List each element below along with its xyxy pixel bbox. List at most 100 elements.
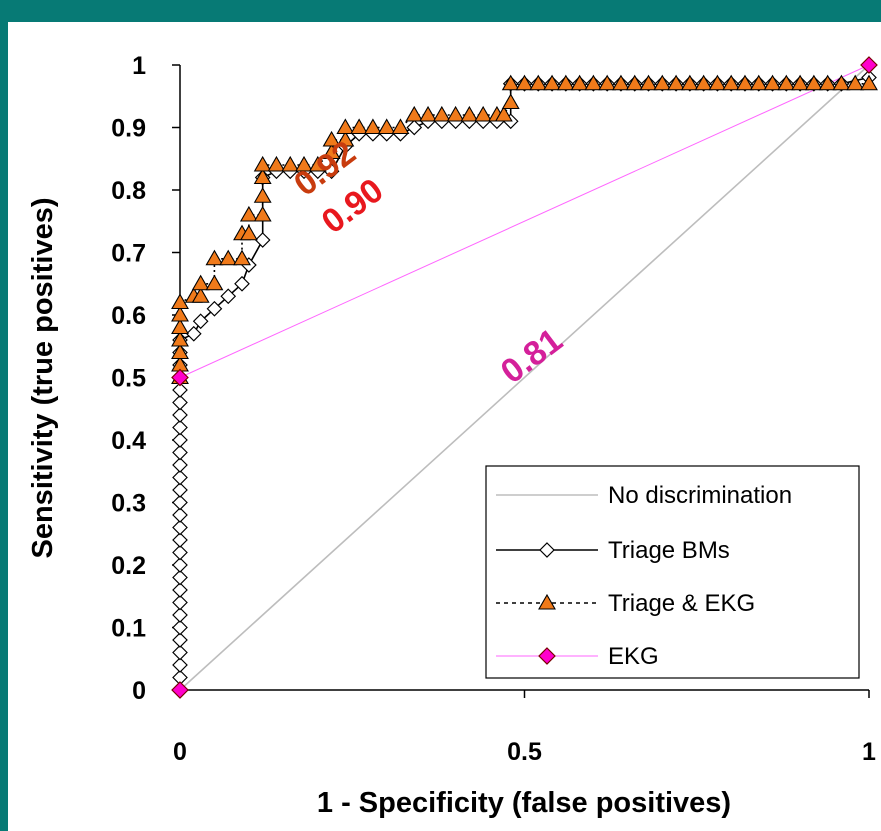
y-tick-label: 0.2 bbox=[111, 552, 146, 580]
data-point-triage-bms bbox=[172, 419, 188, 436]
data-point-triage-bms bbox=[172, 407, 188, 423]
data-point-triage-ekg bbox=[281, 155, 300, 172]
data-point-triage-ekg bbox=[219, 249, 238, 266]
data-point-triage-ekg bbox=[253, 168, 272, 185]
data-point-triage-ekg bbox=[515, 74, 534, 91]
data-point-triage-bms bbox=[172, 482, 188, 498]
data-point-triage-ekg bbox=[239, 205, 258, 222]
data-point-triage-ekg bbox=[377, 118, 396, 135]
data-point-triage-ekg bbox=[680, 74, 699, 91]
data-point-triage-ekg bbox=[267, 155, 286, 172]
x-axis-ticks: 0 0.5 1 bbox=[173, 690, 876, 766]
data-point-triage-ekg bbox=[419, 105, 437, 122]
data-point-triage-bms bbox=[172, 632, 188, 648]
y-tick-label: 0.4 bbox=[111, 427, 146, 455]
data-point-triage-ekg bbox=[253, 205, 272, 222]
data-point-triage-bms bbox=[172, 382, 188, 398]
data-point-triage-bms bbox=[323, 163, 340, 180]
data-point-triage-ekg bbox=[584, 74, 603, 91]
y-tick-label: 1 bbox=[132, 52, 146, 80]
auc-label: 0.81 bbox=[494, 321, 570, 391]
data-point-triage-ekg bbox=[598, 74, 617, 91]
data-point-triage-bms bbox=[172, 432, 188, 448]
data-point-triage-bms bbox=[172, 644, 188, 661]
legend: No discrimination Triage BMs Triage & EKG E… bbox=[485, 465, 860, 679]
data-point-triage-bms bbox=[172, 619, 188, 636]
legend-marker-triage-ekg bbox=[538, 593, 556, 610]
data-point-triage-bms bbox=[172, 607, 188, 623]
data-point-triage-ekg bbox=[308, 155, 327, 172]
data-point-triage-bms bbox=[185, 325, 202, 342]
data-point-triage-bms bbox=[172, 544, 188, 561]
data-point-triage-ekg bbox=[171, 330, 189, 347]
y-tick-label: 0.8 bbox=[111, 177, 146, 205]
data-point-triage-ekg bbox=[556, 74, 575, 91]
data-point-triage-ekg bbox=[501, 93, 520, 110]
data-point-triage-ekg bbox=[171, 305, 189, 322]
data-point-triage-ekg bbox=[205, 274, 224, 291]
y-tick-label: 0.3 bbox=[111, 490, 146, 518]
data-point-triage-bms bbox=[172, 557, 188, 573]
data-point-triage-bms bbox=[172, 444, 188, 461]
data-point-triage-ekg bbox=[832, 74, 851, 91]
data-point-triage-bms bbox=[172, 494, 188, 511]
y-axis-ticks: 0 0.1 0.2 0.3 0.4 0.5 0.6 0.7 0.8 0.9 1 bbox=[111, 52, 180, 705]
y-tick-label: 0.6 bbox=[111, 302, 146, 330]
data-point-triage-ekg bbox=[233, 249, 251, 266]
data-point-triage-ekg bbox=[322, 130, 341, 147]
legend-label-no-discrimination: No discrimination bbox=[608, 482, 792, 509]
x-tick-label: 1 bbox=[862, 738, 876, 766]
data-point-triage-ekg bbox=[474, 105, 493, 122]
data-point-ekg bbox=[171, 368, 189, 387]
data-point-triage-ekg bbox=[708, 74, 727, 91]
data-point-triage-bms bbox=[206, 300, 223, 317]
data-point-triage-ekg bbox=[749, 74, 768, 91]
data-point-triage-ekg bbox=[763, 74, 782, 91]
y-tick-label: 0.1 bbox=[111, 615, 146, 643]
y-tick-label: 0 bbox=[132, 677, 146, 705]
data-point-triage-bms bbox=[220, 288, 237, 305]
data-point-triage-bms bbox=[406, 119, 423, 136]
data-point-triage-bms bbox=[254, 232, 271, 248]
data-point-triage-ekg bbox=[460, 105, 479, 122]
data-point-triage-ekg bbox=[653, 74, 672, 91]
series-line-triage-ekg bbox=[179, 83, 869, 378]
data-point-triage-ekg bbox=[694, 74, 713, 91]
data-point-triage-bms bbox=[172, 594, 188, 611]
data-point-triage-bms bbox=[192, 313, 209, 330]
data-point-triage-ekg bbox=[253, 187, 272, 203]
data-point-triage-ekg bbox=[253, 155, 272, 172]
data-point-triage-ekg bbox=[171, 293, 189, 310]
data-point-triage-ekg bbox=[570, 74, 589, 91]
legend-label-ekg: EKG bbox=[608, 643, 659, 670]
y-axis-title: Sensitivity (true positives) bbox=[27, 198, 59, 559]
data-point-triage-ekg bbox=[446, 105, 465, 122]
data-point-triage-bms bbox=[172, 469, 188, 486]
data-point-triage-bms bbox=[172, 532, 188, 548]
data-point-triage-ekg bbox=[818, 74, 837, 91]
data-point-triage-ekg bbox=[543, 74, 562, 91]
y-tick-label: 0.9 bbox=[111, 115, 146, 143]
legend-label-triage-bms: Triage BMs bbox=[608, 537, 730, 564]
data-point-triage-bms bbox=[172, 582, 188, 598]
data-point-triage-ekg bbox=[239, 224, 258, 241]
data-point-triage-ekg bbox=[625, 74, 644, 91]
data-point-triage-ekg bbox=[363, 118, 382, 135]
data-point-triage-ekg bbox=[405, 105, 424, 122]
data-point-triage-ekg bbox=[736, 74, 754, 91]
data-point-triage-ekg bbox=[501, 74, 520, 91]
data-point-triage-bms bbox=[172, 657, 188, 673]
data-point-triage-bms bbox=[172, 394, 188, 411]
legend-marker-ekg bbox=[538, 647, 556, 665]
data-point-triage-ekg bbox=[432, 105, 451, 122]
auc-labels: 0.920.900.81 bbox=[287, 134, 569, 392]
data-point-ekg bbox=[171, 681, 189, 699]
series-line-no-discrimination bbox=[179, 64, 870, 691]
data-point-triage-bms bbox=[234, 275, 250, 292]
data-point-triage-ekg bbox=[846, 74, 865, 91]
data-point-triage-ekg bbox=[350, 118, 369, 135]
data-point-triage-ekg bbox=[777, 74, 796, 91]
x-tick-label: 0 bbox=[173, 738, 187, 766]
